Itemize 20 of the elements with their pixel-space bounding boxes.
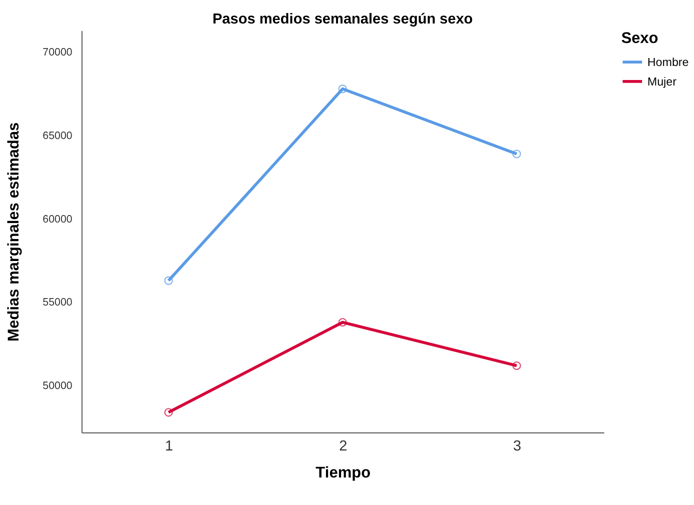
point — [338, 84, 347, 94]
legend-title: Sexo — [621, 30, 658, 48]
y-tick-label: 65000 — [42, 130, 72, 142]
y-tick-label: 60000 — [42, 213, 72, 226]
y-tick-label: 50000 — [42, 380, 72, 392]
point — [512, 150, 522, 158]
y-tick-label: 55000 — [42, 296, 72, 309]
x-tick-label: 2 — [339, 438, 348, 454]
y-axis-title: Medias marginales estimadas — [5, 122, 22, 342]
point — [512, 361, 522, 370]
x-tick-label: 1 — [165, 438, 174, 454]
legend-label: Mujer — [647, 75, 677, 88]
chart-title: Pasos medios semanales según sexo — [212, 12, 473, 28]
x-tick-label: 3 — [513, 438, 522, 454]
x-axis-title: Tiempo — [316, 464, 371, 482]
point — [164, 408, 173, 417]
legend-label: Hombre — [647, 56, 689, 69]
point — [338, 318, 347, 327]
y-tick-label: 70000 — [42, 46, 72, 59]
point — [164, 276, 173, 285]
